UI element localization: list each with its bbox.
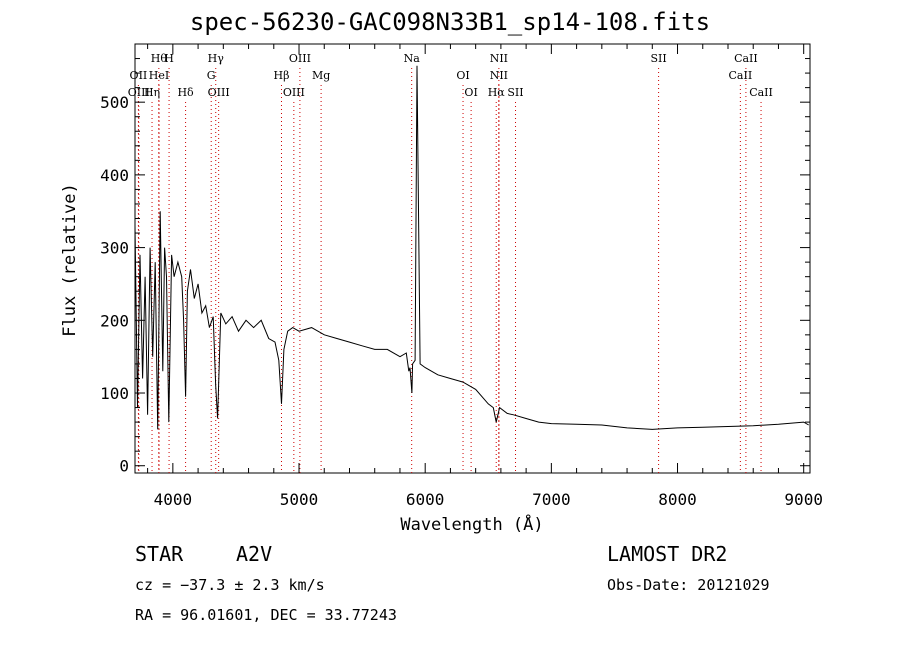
spectrum-series-line	[134, 65, 809, 430]
y-axis-label: Flux (relative)	[60, 183, 80, 337]
spectral-line-label: Hγ	[208, 52, 225, 65]
spectral-line-label: HeI	[149, 69, 169, 82]
spectral-line-label: CaII	[749, 86, 773, 99]
spectral-line-label: NII	[490, 52, 508, 65]
spectral-line-label: NII	[490, 69, 508, 82]
spectral-line-label: Mg	[312, 69, 330, 82]
spectral-line-label: OI	[464, 86, 477, 99]
spectral-line-label: OIII	[283, 86, 305, 99]
spectral-line-label: OIII	[128, 86, 150, 99]
spectral-line-label: Hδ	[177, 86, 194, 99]
spectral-line-label: SII	[650, 52, 666, 65]
x-tick-label: 6000	[406, 490, 445, 509]
x-axis-label: Wavelength (Å)	[400, 513, 543, 535]
spectral-line-label: Na	[404, 52, 421, 65]
spectral-line-label: OII	[130, 69, 148, 82]
y-tick-label: 200	[100, 311, 129, 330]
spectral-line-label: OI	[456, 69, 469, 82]
spectral-line-label: G	[207, 69, 216, 82]
object-class: STAR	[135, 542, 184, 566]
spectral-line-label: OIII	[208, 86, 230, 99]
spectral-line-label: Hβ	[274, 69, 290, 82]
spectral-line-label: Hθ	[151, 52, 168, 65]
spectral-line-label: OIII	[289, 52, 311, 65]
spectral-line-label: Hα	[488, 86, 506, 99]
survey-name: LAMOST DR2	[607, 542, 728, 566]
y-tick-label: 0	[119, 457, 129, 476]
spectral-line-label: CaII	[729, 69, 753, 82]
y-tick-label: 500	[100, 93, 129, 112]
x-tick-label: 5000	[280, 490, 319, 509]
spectral-line-markers: HθH Hγ OIII Na NII SII CaII OII HeI G Hβ Mg OI NII CaI…	[128, 52, 773, 473]
object-subclass: A2V	[236, 542, 273, 566]
axis-ticks: 4000 5000 6000 7000 8000 9000 0 100 200 300 400 500	[100, 44, 823, 509]
spectral-line-label: H	[164, 52, 174, 65]
observation-date: Obs-Date: 20121029	[607, 576, 770, 594]
spectral-line-label: Hη	[144, 86, 160, 99]
x-tick-label: 8000	[658, 490, 697, 509]
spectral-line-label: SII	[507, 86, 523, 99]
x-tick-label: 9000	[784, 490, 823, 509]
redshift-cz: cz = −37.3 ± 2.3 km/s	[135, 576, 325, 594]
spectral-line-label: CaII	[734, 52, 758, 65]
y-tick-label: 400	[100, 166, 129, 185]
y-tick-label: 300	[100, 239, 129, 258]
sky-coordinates: RA = 96.01601, DEC = 33.77243	[135, 606, 397, 624]
x-tick-label: 7000	[532, 490, 571, 509]
chart-title: spec-56230-GAC098N33B1_sp14-108.fits	[189, 8, 711, 36]
plot-frame	[134, 43, 811, 474]
x-tick-label: 4000	[154, 490, 193, 509]
y-tick-label: 100	[100, 384, 129, 403]
